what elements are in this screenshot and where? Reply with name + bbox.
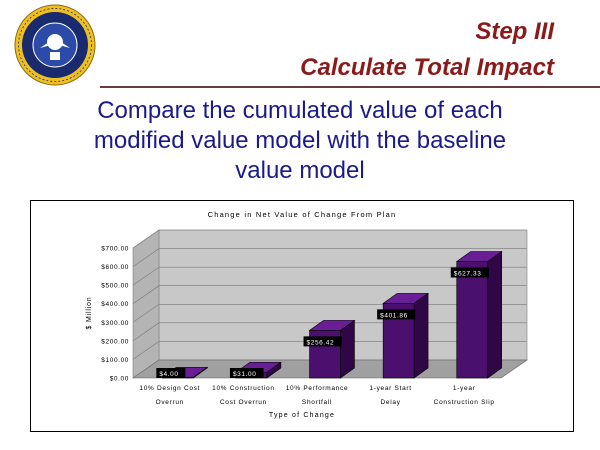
slide-title-line1: Step III <box>475 18 554 45</box>
chart-title: Change in Net Value of Change From Plan <box>208 210 397 219</box>
data-label: $31.00 <box>233 371 256 378</box>
data-label-bg <box>303 336 342 347</box>
gridline <box>132 285 527 304</box>
data-label-bg <box>377 309 416 320</box>
y-tick-label: $0.00 <box>110 376 129 383</box>
subtitle-line1: Compare the cumulated value of each <box>97 97 503 124</box>
bar <box>456 261 488 379</box>
y-tick-label: $200.00 <box>101 338 129 345</box>
data-label: $401.86 <box>380 312 408 319</box>
bar-chart: Change in Net Value of Change From Plan $… <box>86 210 528 419</box>
x-tick-label: Delay <box>381 399 401 406</box>
slide-title-line2: Calculate Total Impact <box>300 54 554 81</box>
x-tick-label: 1-year <box>453 385 476 392</box>
y-axis-label: $ Million <box>86 297 93 330</box>
gridline <box>132 248 527 267</box>
slide-subtitle: Compare the cumulated value of each modi… <box>40 96 560 186</box>
data-label-bg <box>229 368 264 378</box>
data-label: $256.42 <box>307 339 335 346</box>
x-tick-label: Cost Overrun <box>220 399 267 406</box>
x-tick-label: 10% Construction <box>212 385 275 392</box>
gridline <box>132 266 527 286</box>
y-tick-label: $100.00 <box>101 357 129 364</box>
x-tick-label: Shortfall <box>302 399 332 406</box>
data-label: $627.33 <box>454 270 482 277</box>
x-axis-label: Type of Change <box>269 412 335 419</box>
y-tick-label: $700.00 <box>101 246 129 253</box>
data-label-bg <box>156 368 186 378</box>
chart-frame: Change in Net Value of Change From Plan $… <box>30 200 574 432</box>
subtitle-line2: modified value model with the baseline <box>93 127 507 154</box>
x-tick-label: 1-year Start <box>369 385 411 392</box>
y-tick-label: $500.00 <box>101 283 129 290</box>
y-tick-label: $300.00 <box>101 320 129 327</box>
gridline <box>132 229 527 249</box>
x-tick-label: Overrun <box>156 399 184 406</box>
y-tick-label: $600.00 <box>101 264 129 271</box>
slide-title: Step III Calculate Total Impact <box>300 14 554 86</box>
bar-side <box>487 250 502 379</box>
data-label-bg <box>450 267 489 278</box>
title-divider <box>100 86 600 88</box>
x-tick-label: Construction Slip <box>434 399 495 406</box>
data-label: $4.00 <box>159 371 178 378</box>
subtitle-line3: value model <box>235 157 365 184</box>
x-tick-label: 10% Design Cost <box>139 385 200 392</box>
x-tick-label: 10% Performance <box>286 385 349 392</box>
bar-side <box>413 292 429 379</box>
y-tick-label: $400.00 <box>101 301 129 308</box>
air-force-seal <box>14 4 96 86</box>
chart-side-wall <box>132 229 160 379</box>
